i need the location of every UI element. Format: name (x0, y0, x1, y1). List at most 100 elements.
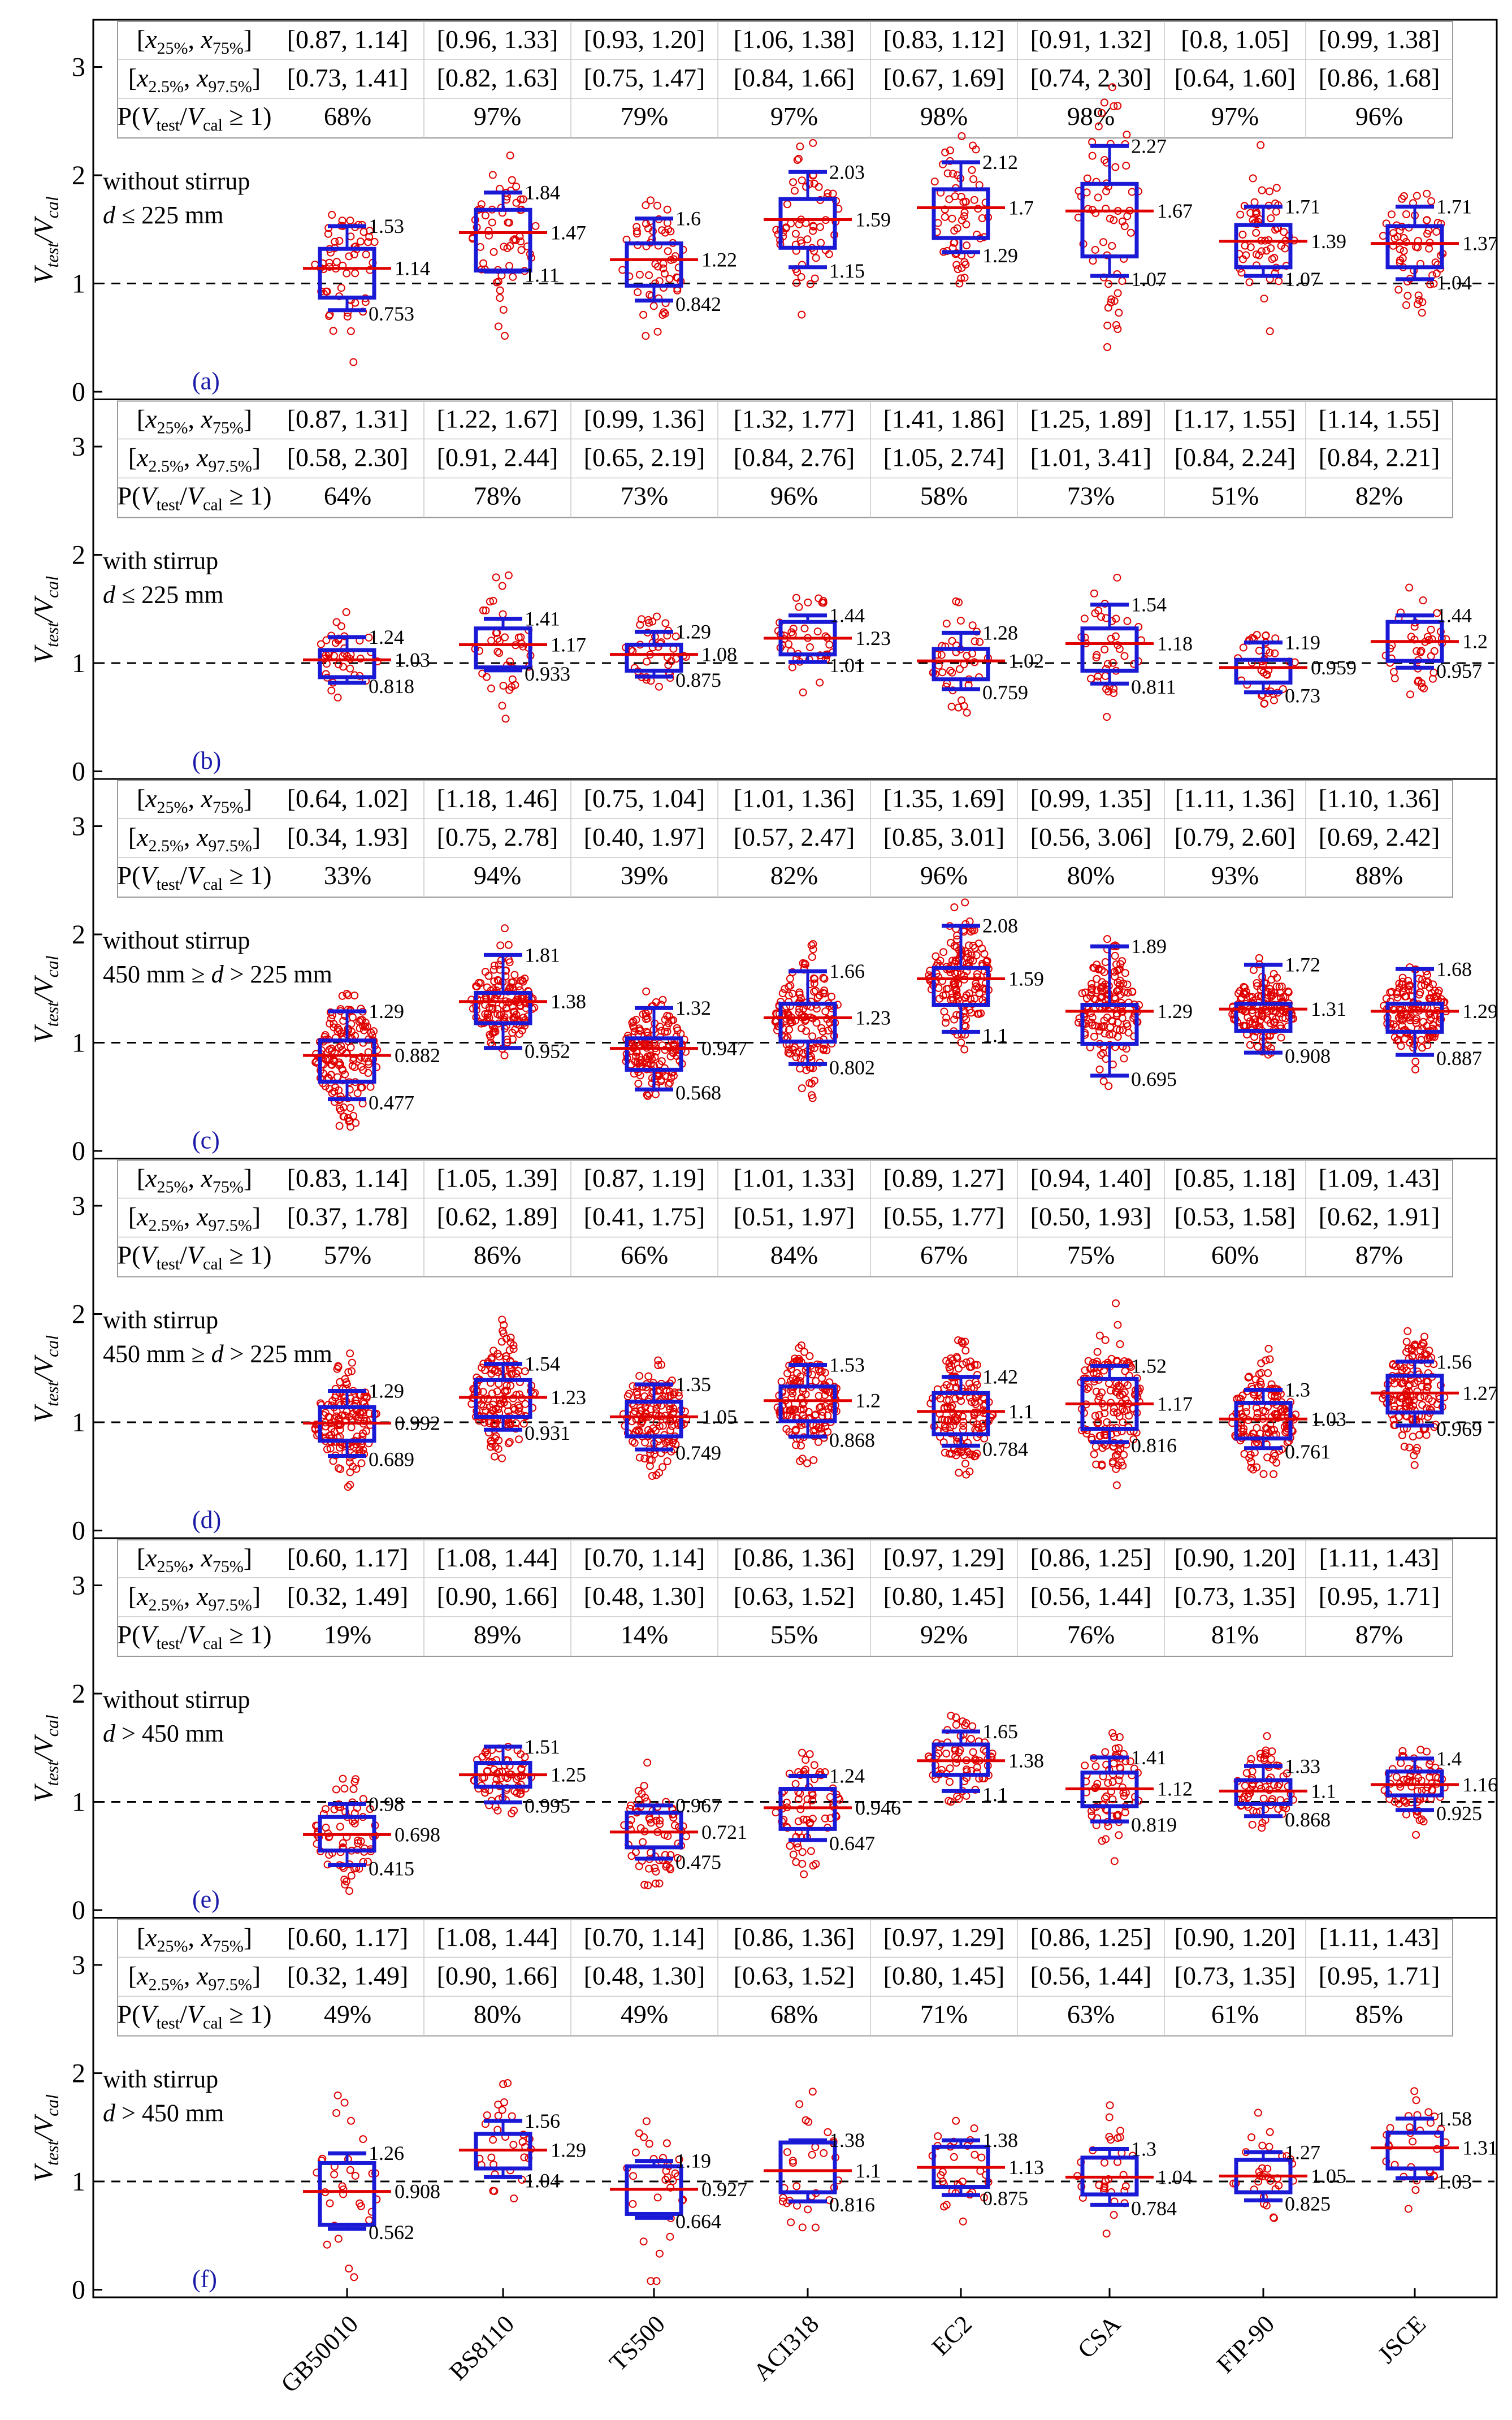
data-point (1098, 1837, 1106, 1845)
data-point (1125, 1359, 1133, 1367)
data-point (1125, 1412, 1133, 1420)
data-point (498, 1454, 506, 1462)
data-point (658, 995, 667, 1004)
mean-value-label: 1.37 (1462, 232, 1498, 255)
data-point (952, 2116, 960, 2125)
data-point (781, 985, 789, 993)
probability-cell: 66% (621, 1241, 668, 1270)
data-point (501, 633, 509, 642)
data-point (795, 1344, 803, 1352)
data-point (786, 1377, 795, 1386)
ci95-cell: [0.74, 2.30] (1030, 63, 1152, 92)
ci95-cell: [0.32, 1.49] (287, 1962, 409, 1990)
data-point (958, 958, 967, 967)
data-point (959, 1360, 967, 1369)
data-point (362, 250, 370, 259)
data-point (798, 1341, 806, 1349)
ci95-cell: [0.64, 1.60] (1175, 63, 1296, 92)
mean-value-label: 1.38 (551, 990, 586, 1013)
stats-table: [x25%, x75%] [x2.5%, x97.5%] P(Vtest/Vcal … (117, 1919, 1453, 2037)
data-point (345, 1413, 353, 1421)
data-point (1104, 1082, 1113, 1090)
y-axis-label: Vtest/Vcal (29, 576, 62, 664)
data-point (800, 624, 809, 633)
data-point (1405, 583, 1414, 592)
y-tick-label: 1 (72, 1028, 85, 1058)
data-point (343, 990, 351, 998)
data-point (645, 271, 653, 279)
ci95-cell: [0.34, 1.93] (287, 822, 409, 851)
data-point (793, 156, 802, 164)
data-point (491, 1028, 500, 1036)
iqr-cell: [1.05, 1.39] (437, 1164, 558, 1193)
data-point (627, 1801, 635, 1809)
mean-value-label: 1.29 (1462, 1000, 1498, 1023)
iqr-cell: [1.11, 1.36] (1175, 784, 1296, 813)
data-point (506, 151, 514, 160)
mean-value-label: 1.25 (551, 1764, 586, 1786)
ci95-cell: [1.01, 3.41] (1030, 443, 1152, 472)
y-tick-label: 2 (72, 161, 85, 191)
data-point (1258, 2164, 1266, 2172)
data-point (815, 594, 823, 603)
data-point (1118, 1405, 1127, 1413)
probability-cell: 96% (920, 861, 968, 890)
data-point (978, 1419, 987, 1428)
data-point (1429, 993, 1438, 1001)
data-point (496, 294, 504, 302)
data-point (802, 1066, 811, 1075)
lower-value-label: 0.475 (675, 1851, 721, 1873)
iqr-cell: [0.83, 1.12] (883, 25, 1005, 54)
lower-value-label: 1.03 (1436, 2170, 1472, 2193)
iqr-cell: [0.70, 1.14] (584, 1923, 705, 1952)
data-point (962, 220, 971, 228)
data-point (1095, 1411, 1103, 1419)
data-point (1116, 2127, 1125, 2135)
data-point (1103, 321, 1112, 330)
stats-table-frame (117, 1539, 1453, 1657)
data-point (1239, 1413, 1247, 1422)
data-point (954, 1365, 963, 1373)
data-point (792, 2182, 801, 2190)
data-point (967, 951, 976, 960)
data-point (789, 1850, 798, 1859)
data-point (1102, 187, 1110, 196)
category-CSA: 1.31.04 0.784 (1065, 2101, 1193, 2238)
data-point (956, 616, 965, 625)
data-point (796, 1405, 805, 1414)
data-point (950, 903, 959, 911)
data-point (1266, 2128, 1274, 2136)
data-point (519, 1419, 528, 1428)
data-point (947, 1712, 955, 1720)
data-point (1094, 193, 1102, 202)
ci95-cell: [0.56, 1.44] (1030, 1582, 1152, 1611)
data-point (1115, 965, 1124, 973)
data-point (1101, 1336, 1110, 1344)
lower-value-label: 0.819 (1131, 1813, 1177, 1836)
data-point (788, 663, 796, 672)
iqr-cell: [1.35, 1.69] (883, 784, 1005, 813)
category-BS8110: 1.56 1.29 1.04 (459, 2079, 586, 2203)
probability-cell: 85% (1355, 2000, 1403, 2029)
iqr-cell: [1.01, 1.36] (734, 784, 855, 813)
probability-cell: 49% (324, 2000, 371, 2029)
data-point (941, 213, 949, 221)
data-point (1261, 1407, 1270, 1415)
probability-cell: 81% (1211, 1620, 1259, 1649)
probability-cell: 87% (1355, 1620, 1403, 1649)
data-point (1418, 309, 1426, 317)
data-point (651, 1090, 660, 1098)
data-point (500, 1321, 508, 1329)
ci95-cell: [0.80, 1.45] (883, 1582, 1005, 1611)
data-point (1430, 2112, 1439, 2121)
data-point (1115, 1733, 1124, 1742)
data-point (632, 1388, 641, 1396)
data-point (493, 1010, 502, 1019)
data-point (796, 1064, 804, 1073)
upper-value-label: 1.89 (1131, 935, 1167, 958)
ci95-cell: [0.73, 1.41] (287, 63, 409, 92)
upper-value-label: 1.72 (1285, 954, 1320, 976)
data-point (357, 1083, 365, 1092)
data-point (1248, 1820, 1257, 1829)
panel-label: (f) (192, 2265, 217, 2293)
